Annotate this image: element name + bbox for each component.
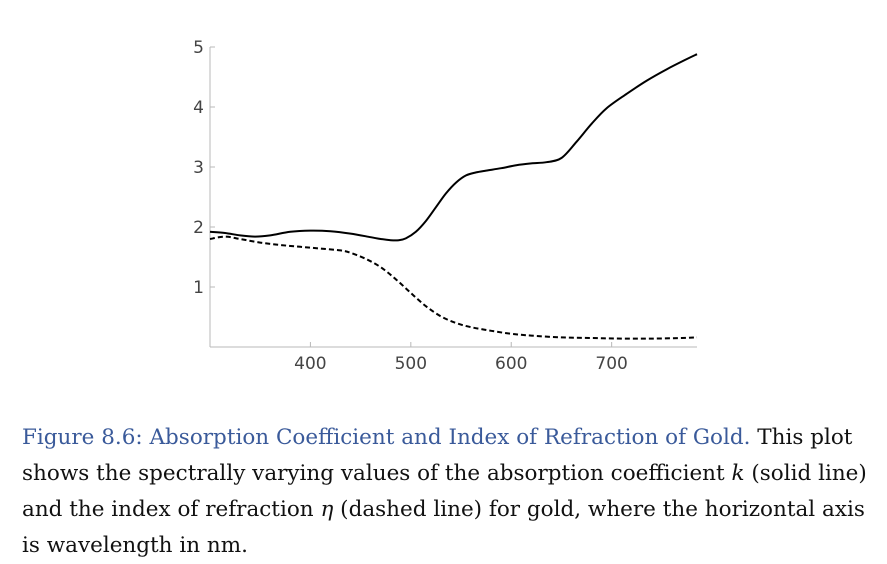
y-tick-label: 4 [193,98,204,118]
figure-caption: Figure 8.6: Absorption Coefficient and I… [22,420,872,564]
x-tick-label: 500 [395,354,427,374]
y-tick-label: 2 [193,218,204,238]
x-tick-label: 700 [595,354,627,374]
y-tick-label: 3 [193,158,204,178]
series-line-solid [209,53,698,242]
y-tick-label: 1 [193,278,204,298]
chart-axes: 1 2 3 4 5 400 500 600 700 [193,38,697,374]
figure-title: Figure 8.6: Absorption Coefficient and I… [22,425,751,450]
caption-text-part-1: This plot shows the spectrally varying v… [22,425,853,486]
x-tick-label: 400 [294,354,326,374]
series-line-dashed [209,235,698,340]
caption-text-part-3: (dashed line) for gold, where the horizo… [22,497,865,558]
symbol-k: k [731,461,745,486]
x-tick-label: 600 [495,354,527,374]
caption-text-part-2: (solid line) and the index of refraction [22,461,867,522]
line-chart: 1 2 3 4 5 400 500 600 700 [193,38,698,374]
symbol-eta: η [320,497,334,522]
chart-series-group [209,53,698,340]
y-tick-label: 5 [193,38,204,58]
